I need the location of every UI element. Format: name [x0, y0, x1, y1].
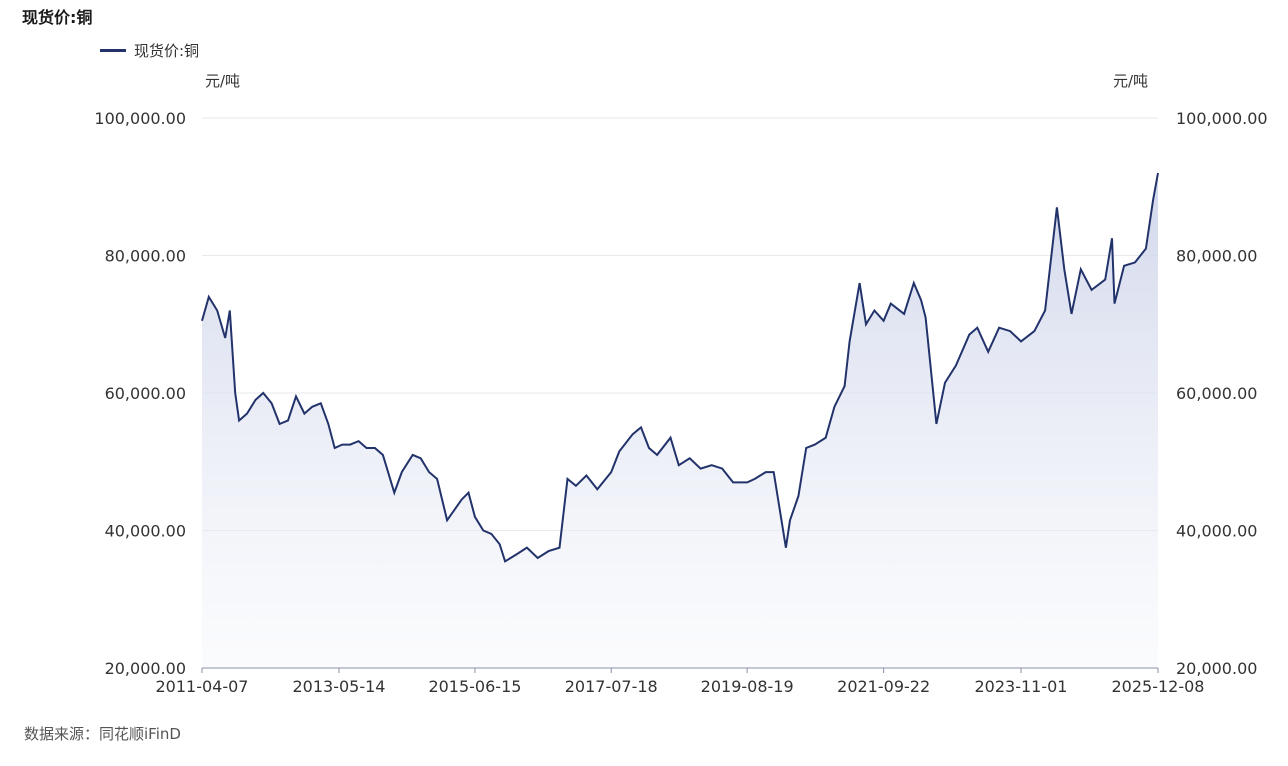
y-unit-left: 元/吨	[205, 72, 240, 90]
x-tick-label: 2013-05-14	[293, 677, 386, 696]
price-series-line	[201, 172, 1159, 563]
y-tick-label-left: 80,000.00	[105, 247, 186, 266]
y-tick-label-right: 40,000.00	[1176, 522, 1257, 541]
x-axis-ticks: 2011-04-07 2013-05-14 2015-06-15 2017-07-18…	[156, 668, 1205, 696]
y-tick-label-right: 100,000.00	[1176, 109, 1268, 128]
x-tick-label: 2025-12-08	[1112, 677, 1205, 696]
x-tick-label: 2019-08-19	[701, 677, 794, 696]
legend-line-swatch	[100, 49, 126, 52]
y-axis-ticks: 20,000.00 20,000.00 40,000.00 40,000.00 60,0…	[94, 109, 1267, 678]
y-tick-label-right: 20,000.00	[1176, 659, 1257, 678]
y-tick-label-left: 100,000.00	[94, 109, 186, 128]
y-tick-label-left: 20,000.00	[105, 659, 186, 678]
price-area-fill	[202, 173, 1158, 668]
x-tick-label: 2017-07-18	[565, 677, 658, 696]
x-tick-label: 2015-06-15	[428, 677, 521, 696]
x-tick-label: 2011-04-07	[156, 677, 249, 696]
chart-title: 现货价:铜	[22, 8, 93, 27]
y-tick-label-left: 40,000.00	[105, 522, 186, 541]
x-tick-label: 2021-09-22	[837, 677, 930, 696]
price-chart: 20,000.00 20,000.00 40,000.00 40,000.00 60,0…	[94, 72, 1267, 696]
data-source-note: 数据来源：同花顺iFinD	[24, 725, 181, 743]
chart-legend: 现货价:铜	[100, 40, 199, 61]
y-tick-label-left: 60,000.00	[105, 384, 186, 403]
y-tick-label-right: 80,000.00	[1176, 247, 1257, 266]
y-tick-label-right: 60,000.00	[1176, 384, 1257, 403]
legend-label: 现货价:铜	[134, 42, 200, 60]
y-unit-right: 元/吨	[1113, 72, 1148, 90]
x-tick-label: 2023-11-01	[975, 677, 1068, 696]
